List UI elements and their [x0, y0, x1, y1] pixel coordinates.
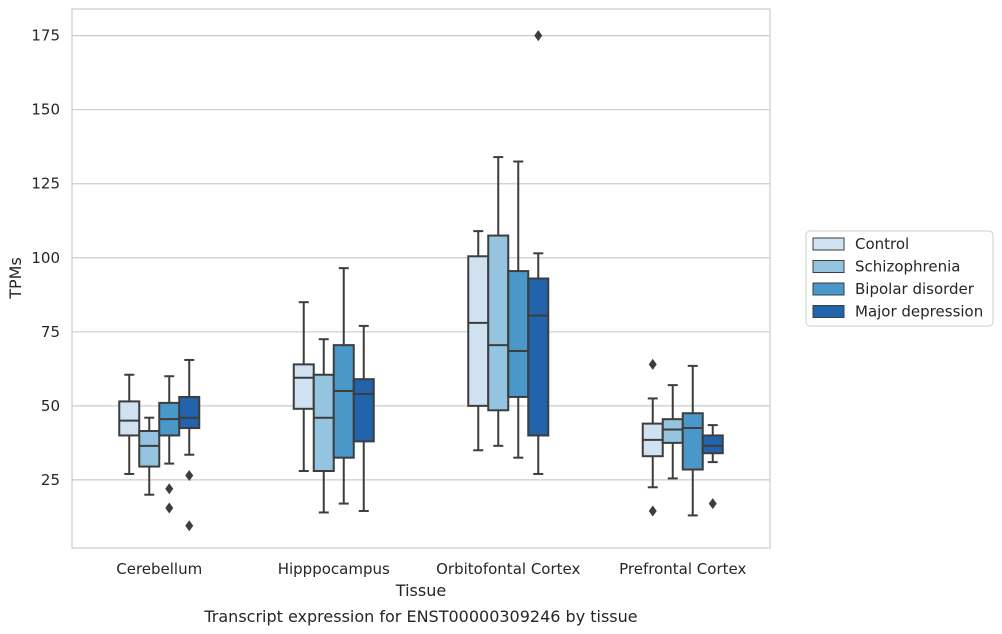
- box-plot: [487, 156, 510, 447]
- legend-item: Control: [812, 235, 909, 253]
- x-tick-label: Orbitofontal Cortex: [436, 560, 580, 578]
- x-tick-label: Prefrontal Cortex: [619, 560, 746, 578]
- y-tick-label: 50: [41, 397, 60, 415]
- box-plot: [527, 30, 550, 475]
- outlier-point: [165, 502, 174, 514]
- box-plot: [178, 358, 201, 532]
- legend-swatch: [812, 282, 845, 296]
- box-plot: [701, 424, 724, 510]
- legend-label: Major depression: [855, 303, 983, 321]
- box-iqr: [292, 363, 315, 410]
- outlier-point: [708, 498, 717, 510]
- plot-area: [72, 9, 770, 548]
- box-plot: [118, 373, 141, 475]
- box-iqr: [138, 430, 161, 468]
- box-plot: [138, 416, 161, 496]
- series-bipolar-disorder: [158, 160, 704, 517]
- legend-item: Schizophrenia: [812, 258, 960, 276]
- box-plot: [292, 301, 315, 472]
- legend-label: Control: [855, 235, 909, 253]
- box-groups: [118, 30, 724, 532]
- chart-caption: Transcript expression for ENST0000030924…: [203, 607, 637, 626]
- x-tick-label: Cerebellum: [116, 560, 202, 578]
- x-axis-label: Tissue: [395, 581, 446, 600]
- y-tick-labels: 25 50 75 100 125 150 175: [31, 27, 60, 489]
- legend-item: Bipolar disorder: [812, 280, 975, 298]
- box-plot: [467, 230, 490, 452]
- series-control: [118, 230, 664, 517]
- outlier-point: [165, 483, 174, 495]
- y-tick-label: 75: [41, 323, 60, 341]
- plot-frame: [71, 8, 771, 549]
- box-iqr: [661, 418, 684, 444]
- series-schizophrenia: [138, 156, 684, 514]
- y-axis-label: TPMs: [6, 257, 25, 300]
- box-iqr: [352, 378, 375, 443]
- box-iqr: [332, 344, 355, 459]
- box-iqr: [118, 400, 141, 437]
- box-iqr: [701, 434, 724, 455]
- box-plot: [681, 364, 704, 517]
- box-plot: [507, 160, 530, 459]
- legend-frame: [805, 230, 994, 327]
- box-plot: [158, 375, 181, 514]
- y-tick-label: 175: [31, 27, 60, 45]
- box-iqr: [312, 373, 335, 472]
- box-iqr: [487, 234, 510, 412]
- outlier-point: [648, 358, 657, 370]
- box-iqr: [467, 255, 490, 407]
- legend-item: Major depression: [812, 303, 983, 321]
- box-iqr: [507, 270, 530, 398]
- legend-swatch: [812, 237, 845, 251]
- box-iqr: [681, 412, 704, 471]
- box-iqr: [527, 277, 550, 437]
- outlier-point: [185, 520, 194, 532]
- box-plot: [641, 358, 664, 517]
- outlier-point: [648, 505, 657, 517]
- series-major-depression: [178, 30, 724, 532]
- x-tick-label: Hipppocampus: [278, 560, 390, 578]
- box-plot: [352, 324, 375, 512]
- y-tick-label: 125: [31, 175, 60, 193]
- y-tick-label: 25: [41, 471, 60, 489]
- legend-label: Schizophrenia: [855, 258, 960, 276]
- y-tick-label: 150: [31, 101, 60, 119]
- legend: Control Schizophrenia Bipolar disorder Majo…: [805, 230, 994, 327]
- x-tick-labels: Cerebellum Hipppocampus Orbitofontal Corte…: [116, 560, 746, 578]
- legend-label: Bipolar disorder: [855, 280, 975, 298]
- outlier-point: [185, 469, 194, 481]
- y-tick-label: 100: [31, 249, 60, 267]
- legend-swatch: [812, 260, 845, 273]
- legend-swatch: [812, 305, 845, 318]
- box-iqr: [178, 395, 201, 430]
- outlier-point: [534, 30, 543, 42]
